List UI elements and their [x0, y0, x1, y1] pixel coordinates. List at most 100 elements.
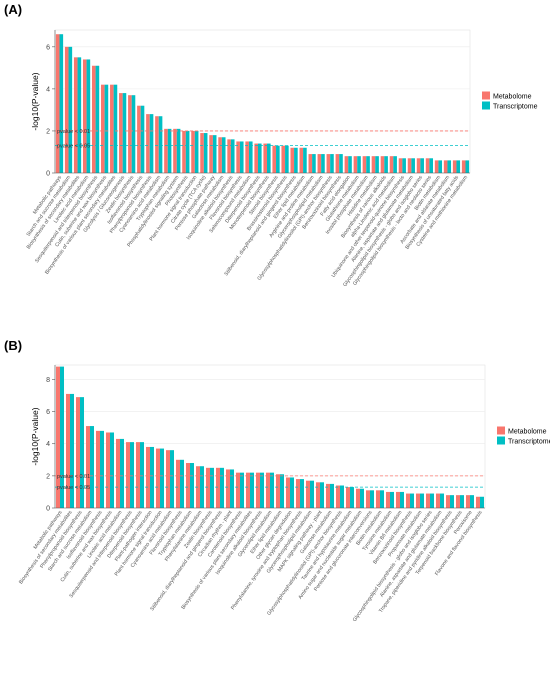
bar: [239, 141, 244, 173]
legend-swatch: [482, 101, 490, 110]
bar: [356, 488, 360, 508]
bar: [420, 158, 424, 173]
bar: [346, 487, 350, 508]
bar: [303, 147, 307, 173]
bar: [64, 46, 69, 173]
bar: [299, 147, 304, 173]
bar: [220, 467, 224, 508]
bar: [245, 141, 249, 173]
bar: [73, 57, 78, 173]
bar: [60, 366, 64, 508]
bar: [68, 46, 73, 173]
bar: [366, 490, 370, 508]
bar: [296, 479, 300, 508]
bar: [230, 469, 234, 508]
y-axis-title: -log10(P-value): [30, 407, 40, 465]
y-tick-label: 0: [46, 506, 50, 513]
bar: [380, 490, 384, 508]
legend-swatch: [497, 436, 505, 445]
bar: [216, 467, 220, 508]
bar: [330, 154, 334, 173]
bar: [176, 459, 180, 508]
bar: [256, 472, 260, 508]
bar: [106, 432, 110, 508]
bar: [150, 446, 154, 508]
bar: [353, 156, 358, 173]
bar: [416, 493, 420, 508]
bar: [176, 128, 181, 173]
bar: [384, 156, 388, 173]
bar: [236, 472, 240, 508]
bar: [456, 495, 460, 508]
bar: [286, 477, 290, 508]
bar: [137, 105, 141, 173]
bar: [186, 463, 190, 508]
bar: [96, 430, 100, 508]
threshold-label: pvalue < 0.05: [57, 485, 90, 491]
y-tick-label: 6: [46, 409, 50, 416]
y-tick-label: 2: [46, 473, 50, 480]
bar: [317, 154, 322, 173]
bar: [101, 84, 105, 173]
bar: [140, 105, 145, 173]
bar: [335, 154, 340, 173]
bar: [320, 482, 324, 508]
bar: [160, 448, 164, 508]
legend-swatch: [482, 91, 490, 100]
bar: [362, 156, 367, 173]
bar: [480, 496, 484, 508]
bar: [429, 158, 434, 173]
bar: [446, 495, 450, 508]
bar: [164, 128, 168, 173]
bar: [203, 133, 208, 173]
bar: [80, 397, 84, 508]
y-tick-label: 0: [46, 171, 50, 178]
bar: [290, 147, 295, 173]
bar: [452, 160, 457, 173]
bar: [461, 160, 466, 173]
bar: [77, 57, 82, 173]
legend-label: Metabolome: [493, 94, 532, 101]
y-tick-label: 8: [46, 377, 50, 384]
bar: [166, 450, 170, 508]
bar: [257, 143, 262, 173]
bar: [376, 490, 380, 508]
bar: [348, 156, 352, 173]
bar: [272, 145, 277, 173]
bar: [156, 448, 160, 508]
bar: [406, 493, 410, 508]
bar: [386, 491, 390, 508]
panel: (B) 0 2 4 6 8 -log10(P-value) pvalue < 0.01 pval…: [4, 338, 550, 623]
bar: [306, 480, 310, 508]
bar: [210, 467, 214, 508]
bar: [167, 128, 172, 173]
bar: [370, 490, 374, 508]
bar: [260, 472, 264, 508]
bar: [200, 133, 204, 173]
bar: [270, 472, 274, 508]
bar: [443, 160, 448, 173]
bar: [340, 485, 344, 508]
bar: [393, 156, 397, 173]
bar: [426, 493, 430, 508]
bar: [267, 143, 271, 173]
bar: [218, 137, 222, 173]
bar: [212, 135, 217, 173]
bar: [447, 160, 452, 173]
bar: [371, 156, 376, 173]
bar: [128, 95, 132, 173]
bar: [95, 65, 100, 173]
bar: [173, 128, 177, 173]
bar: [375, 156, 379, 173]
bar: [339, 154, 343, 173]
bar: [465, 160, 470, 173]
bar: [396, 491, 400, 508]
bar: [350, 487, 354, 508]
bar: [400, 491, 404, 508]
bar: [86, 426, 90, 508]
bar: [158, 116, 163, 173]
bar: [209, 135, 213, 173]
bar: [411, 158, 415, 173]
y-tick-label: 4: [46, 86, 50, 93]
